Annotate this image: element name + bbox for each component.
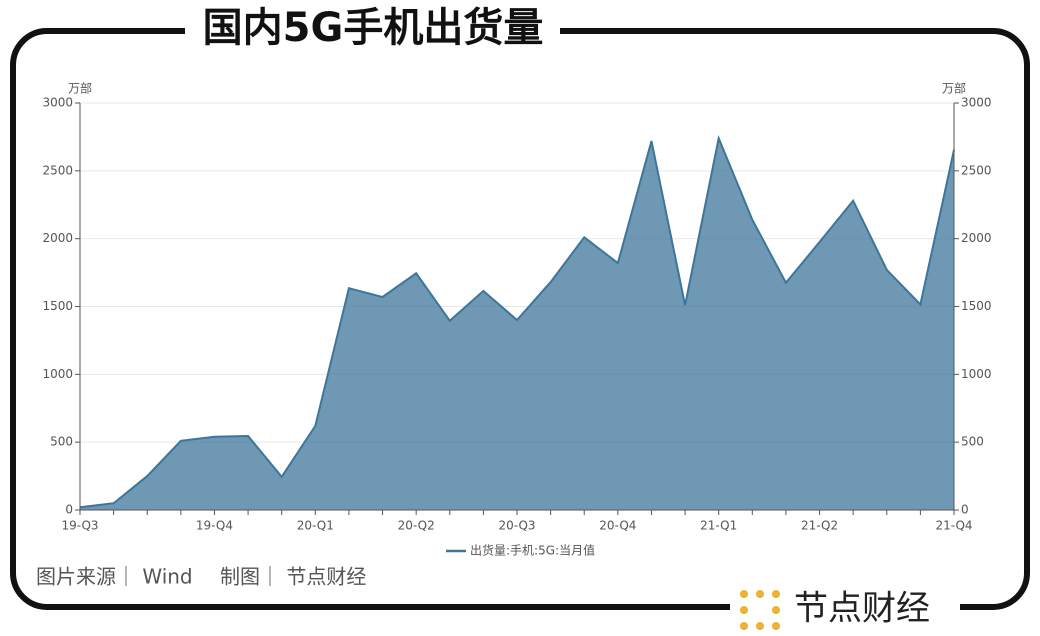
logo-bg [730, 584, 960, 628]
y2-tick-label: 2500 [961, 163, 992, 177]
line [79, 134, 955, 509]
logo-icon [740, 590, 780, 630]
y2-tick-label: 3000 [961, 96, 992, 110]
y-tick-label: 1500 [42, 299, 73, 313]
y-tick-label: 1000 [42, 367, 73, 381]
x-tick-label: 21-Q4 [935, 519, 972, 533]
y-tick-label: 0 [65, 503, 73, 517]
logo-text: 节点财经 [794, 589, 930, 629]
x-tick-label: 20-Q4 [599, 519, 636, 533]
y2-tick-label: 2000 [961, 231, 992, 245]
chart-title: 国内5G手机出货量 [203, 5, 544, 51]
y-tick-label: 3000 [42, 96, 73, 110]
y2-tick-label: 1000 [961, 367, 992, 381]
y-axis-label: 万部 [68, 81, 92, 96]
x-tick-label: 20-Q2 [398, 519, 435, 533]
x-tick-label: 19-Q4 [196, 519, 233, 533]
y2-tick-label: 500 [961, 435, 984, 449]
y-tick-label: 500 [50, 435, 73, 449]
x-tick-label: 19-Q3 [61, 519, 98, 533]
y-tick-label: 2000 [42, 231, 73, 245]
x-tick-label: 21-Q2 [801, 519, 838, 533]
x-tick-label: 20-Q3 [498, 519, 535, 533]
footer-credit: 制图｜ 节点财经 [220, 565, 366, 589]
area [80, 138, 954, 511]
y-tick-label: 2500 [42, 163, 73, 177]
y2-tick-label: 0 [961, 503, 969, 517]
y2-tick-label: 1500 [961, 299, 992, 313]
x-tick-label: 21-Q1 [700, 519, 737, 533]
title-bg [185, 10, 560, 54]
x-tick-label: 20-Q1 [297, 519, 334, 533]
legend-label: 出货量:手机:5G:当月值 [470, 543, 595, 558]
footer-source: 图片来源｜ Wind [36, 565, 193, 589]
y2-axis-label: 万部 [942, 81, 966, 96]
